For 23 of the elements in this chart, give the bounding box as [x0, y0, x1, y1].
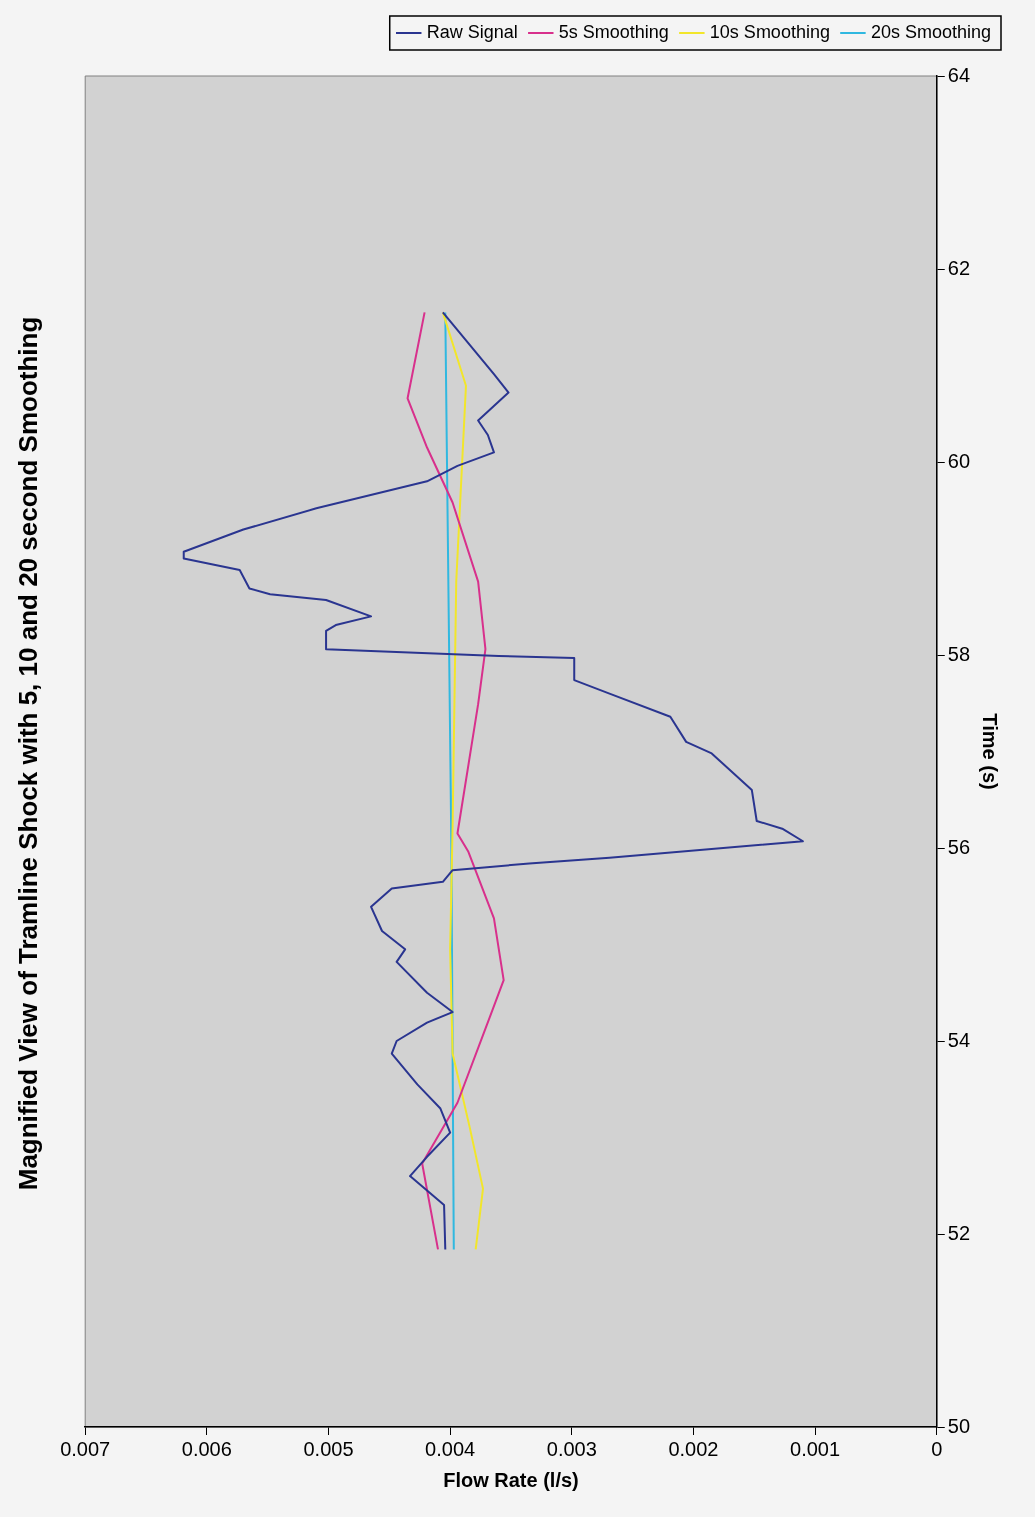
- y-tick-label: 56: [947, 835, 970, 858]
- y-tick-label: 60: [947, 449, 970, 472]
- y-tick-label: 64: [947, 63, 970, 86]
- x-tick-label: 0.001: [790, 1437, 841, 1460]
- x-axis-title: Flow Rate (l/s): [443, 1468, 579, 1491]
- x-tick-label: 0: [931, 1437, 943, 1460]
- x-tick-label: 0.002: [668, 1437, 719, 1460]
- x-tick-label: 0.004: [425, 1437, 476, 1460]
- legend-label: Raw Signal: [426, 21, 518, 42]
- y-tick-label: 58: [947, 642, 970, 665]
- y-tick-label: 54: [947, 1028, 970, 1051]
- text: Magnified View of Tramline Shock with 5, 10 and 20 second Smoothing: [12, 316, 43, 1191]
- legend-label: 20s Smoothing: [870, 21, 991, 42]
- legend-label: 10s Smoothing: [709, 21, 830, 42]
- x-tick-label: 0.006: [181, 1437, 232, 1460]
- x-tick-label: 0.003: [546, 1437, 597, 1460]
- y-axis-title: Time (s): [979, 713, 1002, 790]
- x-tick-label: 0.007: [60, 1437, 111, 1460]
- x-tick-label: 0.005: [303, 1437, 354, 1460]
- legend-label: 5s Smoothing: [558, 21, 669, 42]
- y-tick-label: 50: [947, 1414, 970, 1437]
- y-tick-label: 62: [947, 256, 970, 279]
- y-tick-label: 52: [947, 1221, 970, 1244]
